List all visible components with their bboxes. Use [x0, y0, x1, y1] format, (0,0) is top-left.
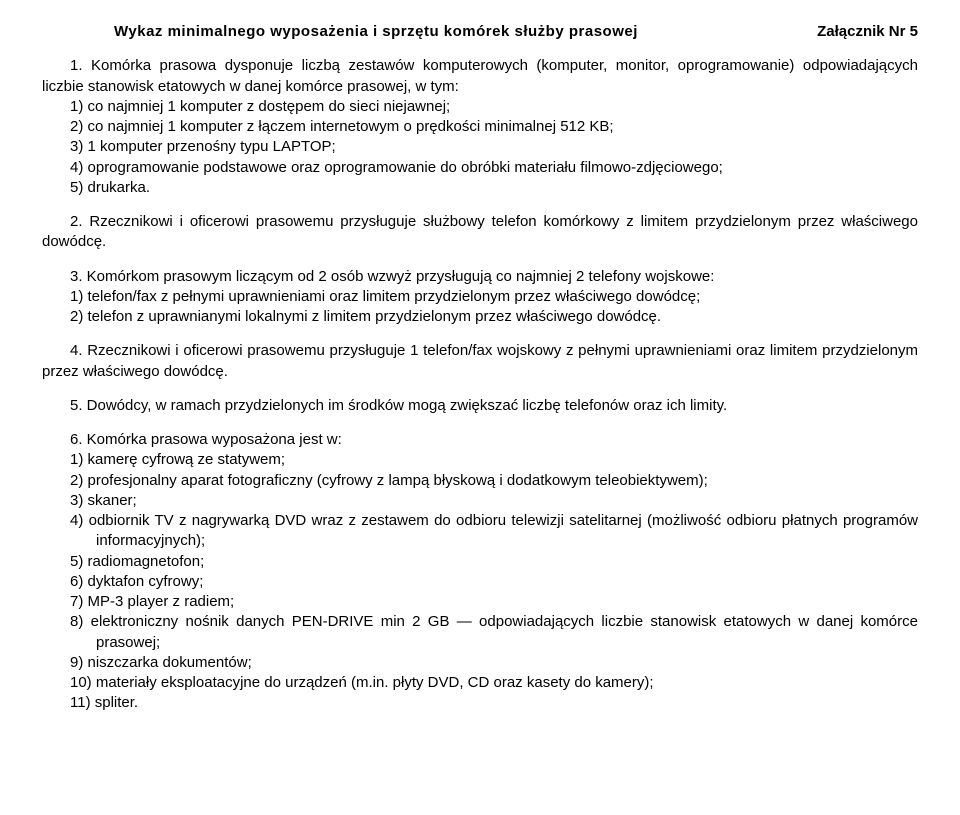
list-item: 2) telefon z uprawnianymi lokalnymi z li… [70, 307, 918, 327]
list-item: 6) dyktafon cyfrowy; [70, 572, 918, 592]
list-item: 2) profesjonalny aparat fotograficzny (c… [70, 471, 918, 491]
paragraph-3-lead: 3. Komórkom prasowym liczącym od 2 osób … [42, 267, 918, 287]
paragraph-5: 5. Dowódcy, w ramach przydzielonych im ś… [42, 396, 918, 416]
paragraph-3: 3. Komórkom prasowym liczącym od 2 osób … [42, 267, 918, 328]
paragraph-6-list: 1) kamerę cyfrową ze statywem; 2) profes… [42, 450, 918, 713]
paragraph-2: 2. Rzecznikowi i oficerowi prasowemu prz… [42, 212, 918, 253]
list-item: 7) MP-3 player z radiem; [70, 592, 918, 612]
list-item: 11) spliter. [70, 693, 918, 713]
list-item: 1) telefon/fax z pełnymi uprawnieniami o… [70, 287, 918, 307]
paragraph-4: 4. Rzecznikowi i oficerowi prasowemu prz… [42, 341, 918, 382]
paragraph-3-list: 1) telefon/fax z pełnymi uprawnieniami o… [42, 287, 918, 328]
list-item: 4) odbiornik TV z nagrywarką DVD wraz z … [70, 511, 918, 552]
list-item: 9) niszczarka dokumentów; [70, 653, 918, 673]
paragraph-1: 1. Komórka prasowa dysponuje liczbą zest… [42, 56, 918, 198]
header-row: Wykaz minimalnego wyposażenia i sprzętu … [42, 22, 918, 42]
list-item: 5) drukarka. [70, 178, 918, 198]
list-item: 3) 1 komputer przenośny typu LAPTOP; [70, 137, 918, 157]
list-item: 2) co najmniej 1 komputer z łączem inter… [70, 117, 918, 137]
list-item: 4) oprogramowanie podstawowe oraz oprogr… [70, 158, 918, 178]
list-item: 5) radiomagnetofon; [70, 552, 918, 572]
paragraph-6: 6. Komórka prasowa wyposażona jest w: 1)… [42, 430, 918, 714]
document-page: Wykaz minimalnego wyposażenia i sprzętu … [0, 0, 960, 714]
paragraph-6-lead: 6. Komórka prasowa wyposażona jest w: [42, 430, 918, 450]
list-item: 3) skaner; [70, 491, 918, 511]
document-title: Wykaz minimalnego wyposażenia i sprzętu … [42, 22, 638, 42]
list-item: 1) kamerę cyfrową ze statywem; [70, 450, 918, 470]
attachment-label: Załącznik Nr 5 [817, 22, 918, 42]
list-item: 1) co najmniej 1 komputer z dostępem do … [70, 97, 918, 117]
paragraph-1-list: 1) co najmniej 1 komputer z dostępem do … [42, 97, 918, 198]
list-item: 8) elektroniczny nośnik danych PEN-DRIVE… [70, 612, 918, 653]
paragraph-1-lead: 1. Komórka prasowa dysponuje liczbą zest… [42, 56, 918, 97]
list-item: 10) materiały eksploatacyjne do urządzeń… [70, 673, 918, 693]
